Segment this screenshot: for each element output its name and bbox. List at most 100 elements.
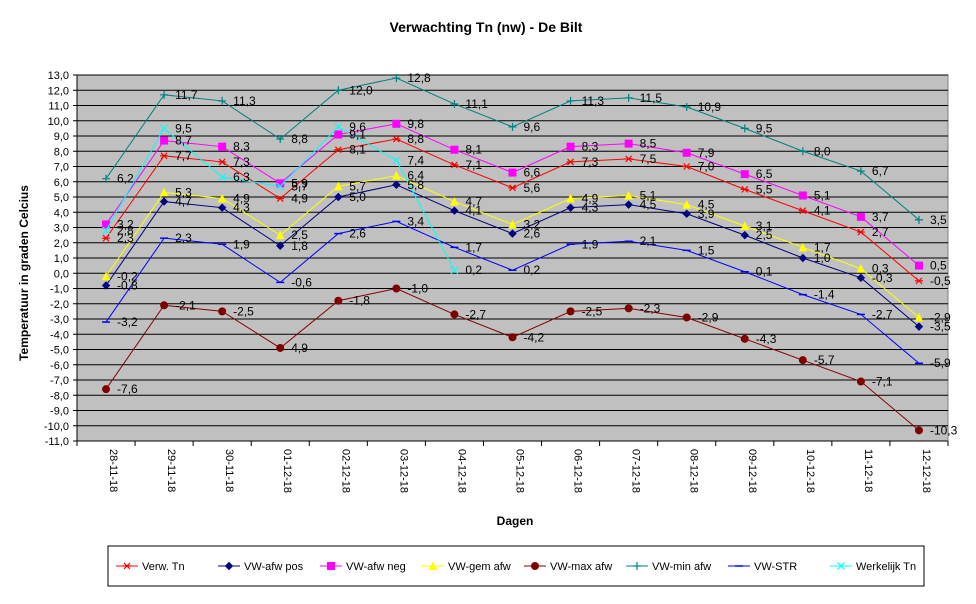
data-point <box>798 242 808 252</box>
data-point <box>218 158 227 166</box>
data-point <box>276 182 285 191</box>
data-label: -2,7 <box>872 307 893 321</box>
data-label: -2,5 <box>233 304 254 318</box>
y-tick-label: 6,0 <box>54 177 69 189</box>
series-vw-afw-neg <box>102 119 923 270</box>
data-label: 5,1 <box>640 188 657 202</box>
data-point <box>276 195 285 202</box>
data-point <box>682 313 691 322</box>
data-point <box>159 197 169 206</box>
data-label: 6,3 <box>233 170 250 184</box>
data-label: 12,0 <box>349 83 373 97</box>
data-point <box>624 93 633 102</box>
legend-label: VW-min afw <box>652 561 711 573</box>
data-point <box>508 184 517 192</box>
data-point <box>159 187 169 197</box>
data-point <box>450 196 459 206</box>
data-label: -4,3 <box>756 332 777 346</box>
data-point <box>740 124 749 133</box>
y-tick-label: -9,0 <box>50 406 69 418</box>
data-label: -0,8 <box>117 278 138 292</box>
x-tick-label: 11-12-18 <box>862 449 874 492</box>
legend-item: VW-min afw <box>626 561 711 573</box>
y-tick-label: 0,0 <box>54 268 69 280</box>
x-tick-label: 04-12-18 <box>455 449 467 493</box>
data-label: 3,7 <box>872 210 889 224</box>
data-point <box>102 174 111 183</box>
data-point <box>740 334 749 343</box>
data-point <box>123 562 131 570</box>
data-label: 1,7 <box>465 240 482 254</box>
legend-item: VW-afw neg <box>320 561 406 573</box>
data-label: -2,9 <box>698 310 719 324</box>
legend-label: VW-afw pos <box>244 561 304 573</box>
data-point <box>740 230 749 240</box>
data-label: 5,7 <box>349 179 366 193</box>
x-tick-label: 03-12-18 <box>397 449 409 493</box>
y-tick-label: -10,0 <box>44 421 69 433</box>
data-point <box>798 147 807 156</box>
data-label: -0,2 <box>117 269 138 283</box>
data-point <box>856 377 865 386</box>
data-label: 2,5 <box>756 228 773 242</box>
series-werkelijk-tn <box>102 122 459 275</box>
data-point <box>914 215 923 224</box>
data-label: 4,9 <box>582 192 599 206</box>
data-point <box>798 207 807 215</box>
data-label: 1,8 <box>291 239 308 253</box>
data-point <box>624 190 633 200</box>
data-label: 0,5 <box>930 259 947 273</box>
data-label: 10,9 <box>698 100 722 114</box>
data-label: 4,9 <box>291 192 308 206</box>
x-axis-title: Dagen <box>497 514 534 528</box>
data-label: 3,9 <box>698 207 715 221</box>
data-point <box>334 86 343 95</box>
data-label: 4,3 <box>233 201 250 215</box>
data-label: 3,2 <box>117 217 134 231</box>
data-point <box>633 562 641 570</box>
data-point <box>566 203 575 212</box>
data-label: 4,3 <box>582 201 599 215</box>
y-tick-label: -1,0 <box>50 284 69 296</box>
data-label: -10,3 <box>930 423 958 437</box>
data-point <box>160 136 169 145</box>
legend-item: VW-gem afw <box>422 561 511 573</box>
data-point <box>392 171 401 180</box>
data-label: 0,2 <box>465 263 482 277</box>
data-label: 1,0 <box>814 251 831 265</box>
data-label: 5,8 <box>407 178 424 192</box>
data-point <box>566 307 575 316</box>
data-label: 7,3 <box>582 155 599 169</box>
data-point <box>450 206 459 215</box>
x-tick-label: 30-11-18 <box>223 449 235 492</box>
data-label: 1,7 <box>814 240 831 254</box>
data-label: 1,5 <box>698 243 715 257</box>
data-label: -2,3 <box>640 301 661 315</box>
x-tick-label: 12-12-18 <box>920 449 932 493</box>
data-point <box>160 152 169 160</box>
data-label: 5,5 <box>756 182 773 196</box>
data-label: 7,7 <box>175 149 192 163</box>
data-point <box>566 193 575 203</box>
data-label: -2,7 <box>465 307 486 321</box>
series-vw-gem-afw <box>101 171 924 322</box>
data-point <box>856 264 866 273</box>
data-label: 6,2 <box>117 172 134 186</box>
data-point <box>531 562 539 570</box>
x-tick-label: 29-11-18 <box>165 449 177 492</box>
data-point <box>101 271 111 281</box>
data-point <box>392 156 401 165</box>
data-label: 9,6 <box>349 120 366 134</box>
data-label: -0,3 <box>872 271 893 285</box>
data-point <box>914 312 924 322</box>
legend-label: Werkelijk Tn <box>856 561 916 573</box>
data-point <box>218 96 227 105</box>
legend-item: Verw. Tn <box>116 561 185 573</box>
data-point <box>624 304 633 313</box>
data-label: 8,7 <box>175 134 192 148</box>
data-label: 0,2 <box>524 263 541 277</box>
data-label: 4,9 <box>291 341 308 355</box>
legend: Verw. Tn VW-afw pos VW-afw neg VW-gem afw VW… <box>107 545 925 587</box>
